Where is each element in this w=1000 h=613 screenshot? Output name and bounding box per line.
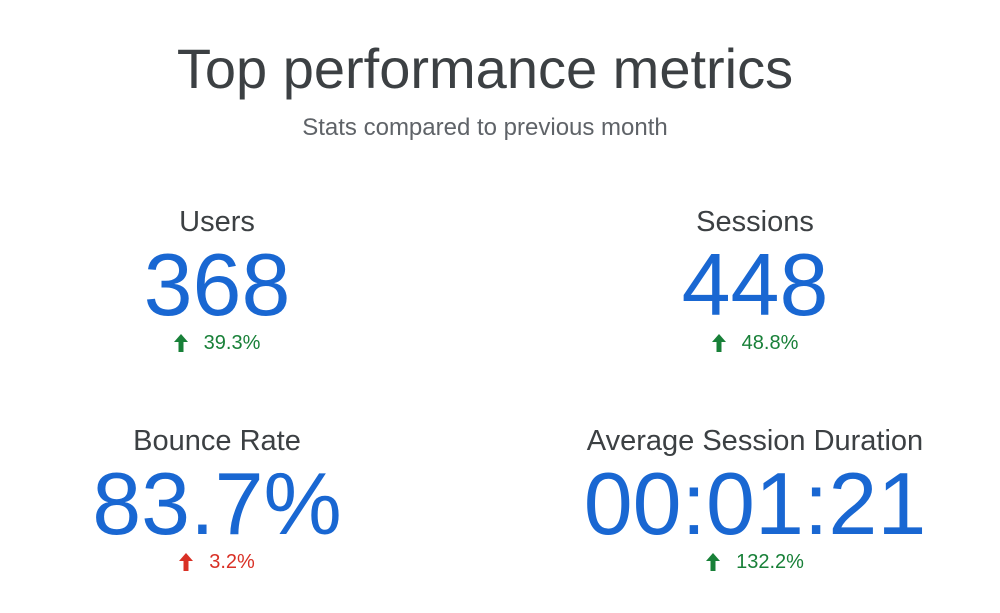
metric-change: 132.2% [706,550,804,574]
metric-value: 83.7% [92,454,342,553]
metric-value: 448 [681,235,829,334]
metric-card-average-session-duration: Average Session Duration 00:01:21 132.2% [545,424,965,576]
metric-change: 48.8% [711,331,799,355]
metric-change-value: 3.2% [209,551,255,573]
page-subtitle: Stats compared to previous month [302,114,668,141]
metric-change: 39.3% [173,331,261,355]
metric-change-value: 39.3% [203,332,261,354]
metric-card-bounce-rate: Bounce Rate 83.7% 3.2% [7,424,427,576]
metric-value: 368 [143,235,291,334]
metric-change-value: 132.2% [736,551,804,573]
metric-label: Average Session Duration [586,425,924,457]
arrow-up-icon [711,334,726,352]
metric-card-users: Users 368 39.3% [7,205,427,357]
metric-change-value: 48.8% [741,332,799,354]
arrow-up-icon [706,553,721,571]
metric-label: Bounce Rate [133,425,301,457]
metric-label: Sessions [696,206,814,238]
arrow-up-icon [179,553,194,571]
metric-change: 3.2% [179,550,255,574]
page-title: Top performance metrics [176,37,794,100]
metric-label: Users [179,206,255,238]
metric-card-sessions: Sessions 448 48.8% [545,205,965,357]
metric-value: 00:01:21 [583,454,927,553]
arrow-up-icon [173,334,188,352]
